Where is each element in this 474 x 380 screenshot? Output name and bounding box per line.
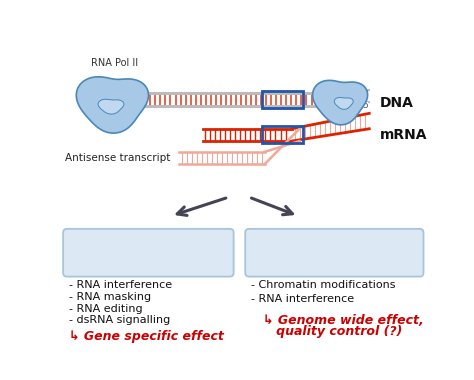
Text: - RNA interference: - RNA interference: [69, 280, 172, 290]
Text: - Chromatin modifications: - Chromatin modifications: [251, 280, 395, 290]
Text: quality control (?): quality control (?): [263, 325, 402, 338]
Text: Somatic cells
low levels of dsRNA: Somatic cells low levels of dsRNA: [75, 238, 222, 268]
Text: DNA: DNA: [380, 96, 414, 109]
Text: Antisense transcript: Antisense transcript: [65, 153, 171, 163]
Text: - RNA masking: - RNA masking: [69, 292, 151, 302]
Text: mRNA: mRNA: [380, 128, 428, 142]
Text: ↳ Gene specific effect: ↳ Gene specific effect: [69, 330, 223, 343]
FancyBboxPatch shape: [63, 229, 234, 277]
Text: 3': 3': [132, 101, 141, 110]
Text: - RNA interference: - RNA interference: [251, 294, 354, 304]
Text: 5': 5': [362, 101, 371, 110]
Text: Male germ cells /
Early embryonic cells: Male germ cells / Early embryonic cells: [263, 238, 406, 268]
Polygon shape: [98, 99, 124, 114]
Bar: [262, 127, 302, 143]
Text: ↳ Genome wide effect,: ↳ Genome wide effect,: [263, 314, 424, 327]
Text: 3': 3': [362, 89, 371, 98]
Text: - RNA editing: - RNA editing: [69, 304, 142, 314]
Bar: [262, 91, 302, 108]
FancyBboxPatch shape: [245, 229, 423, 277]
Text: 5': 5': [132, 89, 141, 98]
Text: - dsRNA signalling: - dsRNA signalling: [69, 315, 170, 325]
Polygon shape: [334, 98, 353, 109]
Polygon shape: [313, 81, 368, 125]
Text: RNA Pol II: RNA Pol II: [91, 57, 138, 68]
Polygon shape: [76, 77, 148, 133]
